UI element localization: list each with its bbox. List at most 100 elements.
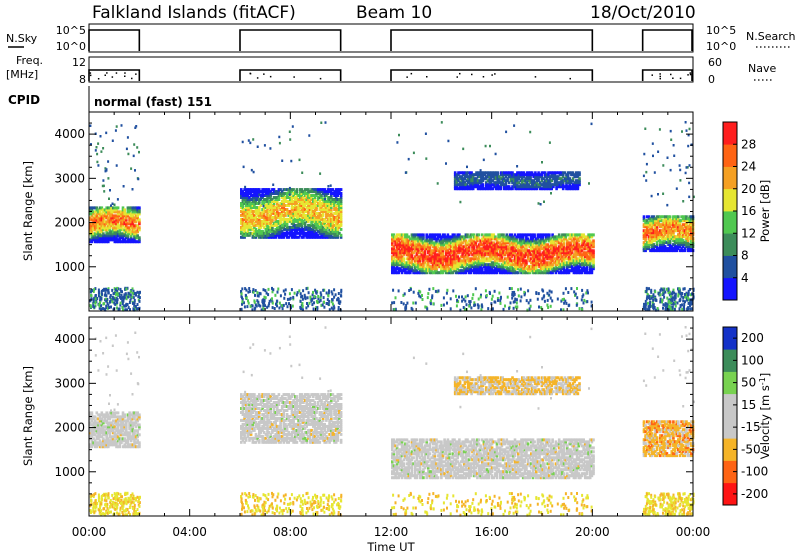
echo-cell bbox=[459, 235, 463, 239]
echo-cell bbox=[523, 233, 527, 237]
echo-cell bbox=[588, 249, 592, 253]
echo-cell bbox=[675, 217, 678, 221]
echo-cell bbox=[446, 271, 450, 275]
echo-cell bbox=[302, 202, 305, 205]
echo-cell bbox=[456, 247, 459, 251]
echo-cell bbox=[134, 210, 138, 214]
echo-cell bbox=[507, 259, 510, 263]
echo-cell bbox=[552, 243, 556, 247]
echo-cell bbox=[657, 215, 660, 219]
echo-cell bbox=[325, 229, 328, 233]
echo-cell bbox=[533, 257, 536, 261]
echo-cell bbox=[573, 183, 576, 187]
echo-cell bbox=[521, 271, 525, 275]
echo-cell bbox=[251, 235, 255, 239]
echo-cell bbox=[90, 238, 94, 242]
echo-cell bbox=[501, 183, 504, 187]
echo-cell bbox=[412, 239, 415, 243]
echo-cell bbox=[453, 179, 457, 183]
echo-cell bbox=[552, 173, 555, 177]
echo-cell bbox=[488, 181, 491, 185]
echo-cell bbox=[527, 187, 531, 191]
echo-cell bbox=[453, 241, 456, 245]
echo-cell bbox=[471, 177, 475, 181]
echo-cell bbox=[588, 245, 592, 249]
echo-cell bbox=[557, 241, 561, 245]
echo-cell bbox=[316, 202, 320, 205]
echo-cell bbox=[266, 225, 269, 229]
echo-cell bbox=[575, 237, 579, 241]
echo-cell bbox=[427, 269, 430, 273]
freq-unit-label: [MHz] bbox=[6, 68, 38, 81]
echo-cell bbox=[489, 265, 492, 269]
echo-cell bbox=[528, 233, 531, 237]
echo-cell bbox=[574, 261, 577, 265]
echo-cell bbox=[107, 236, 110, 240]
echo-cell bbox=[131, 287, 134, 291]
echo-cell bbox=[649, 237, 652, 241]
echo-cell bbox=[241, 208, 245, 211]
echo-cell bbox=[428, 233, 432, 237]
echo-cell bbox=[487, 249, 491, 253]
echo-cell bbox=[440, 269, 443, 273]
echo-cell bbox=[325, 206, 328, 209]
echo-cell bbox=[395, 267, 399, 271]
echo-cell bbox=[405, 263, 409, 267]
echo-cell bbox=[303, 192, 307, 195]
echo-cell bbox=[338, 206, 341, 209]
echo-cell bbox=[125, 216, 128, 220]
echo-cell bbox=[89, 208, 92, 212]
echo-cell bbox=[464, 239, 468, 243]
nsky-tick-hi: 10^5 bbox=[56, 24, 86, 37]
echo-cell bbox=[548, 245, 551, 249]
echo-cell bbox=[551, 241, 554, 245]
echo-cell bbox=[280, 233, 284, 237]
echo-cell bbox=[463, 245, 466, 249]
echo-cell bbox=[467, 259, 471, 263]
echo-cell bbox=[517, 187, 521, 191]
echo-cell bbox=[678, 231, 682, 235]
echo-cell bbox=[298, 231, 302, 235]
echo-cell bbox=[670, 223, 674, 227]
echo-cell bbox=[282, 210, 286, 213]
echo-cell bbox=[561, 263, 564, 267]
echo-cell bbox=[587, 271, 590, 275]
echo-cell bbox=[307, 188, 310, 192]
echo-cell bbox=[246, 194, 250, 197]
echo-cell bbox=[402, 243, 406, 247]
echo-cell bbox=[315, 217, 318, 221]
echo-cell bbox=[280, 194, 284, 197]
echo-cell bbox=[473, 181, 477, 185]
echo-cell bbox=[243, 194, 246, 197]
echo-cell bbox=[507, 247, 510, 251]
echo-cell bbox=[509, 177, 513, 181]
echo-cell bbox=[690, 215, 693, 219]
echo-cell bbox=[318, 194, 322, 197]
echo-cell bbox=[519, 175, 522, 179]
echo-cell bbox=[402, 241, 406, 245]
echo-cell bbox=[654, 217, 657, 221]
echo-cell bbox=[533, 245, 536, 249]
echo-cell bbox=[531, 243, 535, 247]
echo-cell bbox=[111, 220, 115, 224]
echo-cell bbox=[668, 245, 672, 249]
echo-cell bbox=[500, 255, 504, 259]
echo-cell bbox=[423, 269, 427, 273]
echo-cell bbox=[528, 267, 531, 271]
echo-cell bbox=[483, 187, 486, 191]
echo-cell bbox=[298, 198, 302, 201]
echo-cell bbox=[110, 236, 113, 240]
echo-cell bbox=[686, 249, 690, 253]
echo-cell bbox=[325, 208, 328, 211]
echo-cell bbox=[102, 232, 105, 236]
echo-cell bbox=[300, 202, 304, 205]
echo-cell bbox=[251, 219, 255, 223]
echo-cell bbox=[391, 257, 394, 261]
echo-cell bbox=[449, 235, 453, 239]
echo-cell bbox=[567, 251, 571, 255]
echo-cell bbox=[577, 267, 581, 271]
echo-cell bbox=[575, 247, 579, 251]
echo-cell bbox=[577, 247, 581, 251]
echo-cell bbox=[298, 229, 302, 233]
echo-cell bbox=[520, 269, 523, 273]
